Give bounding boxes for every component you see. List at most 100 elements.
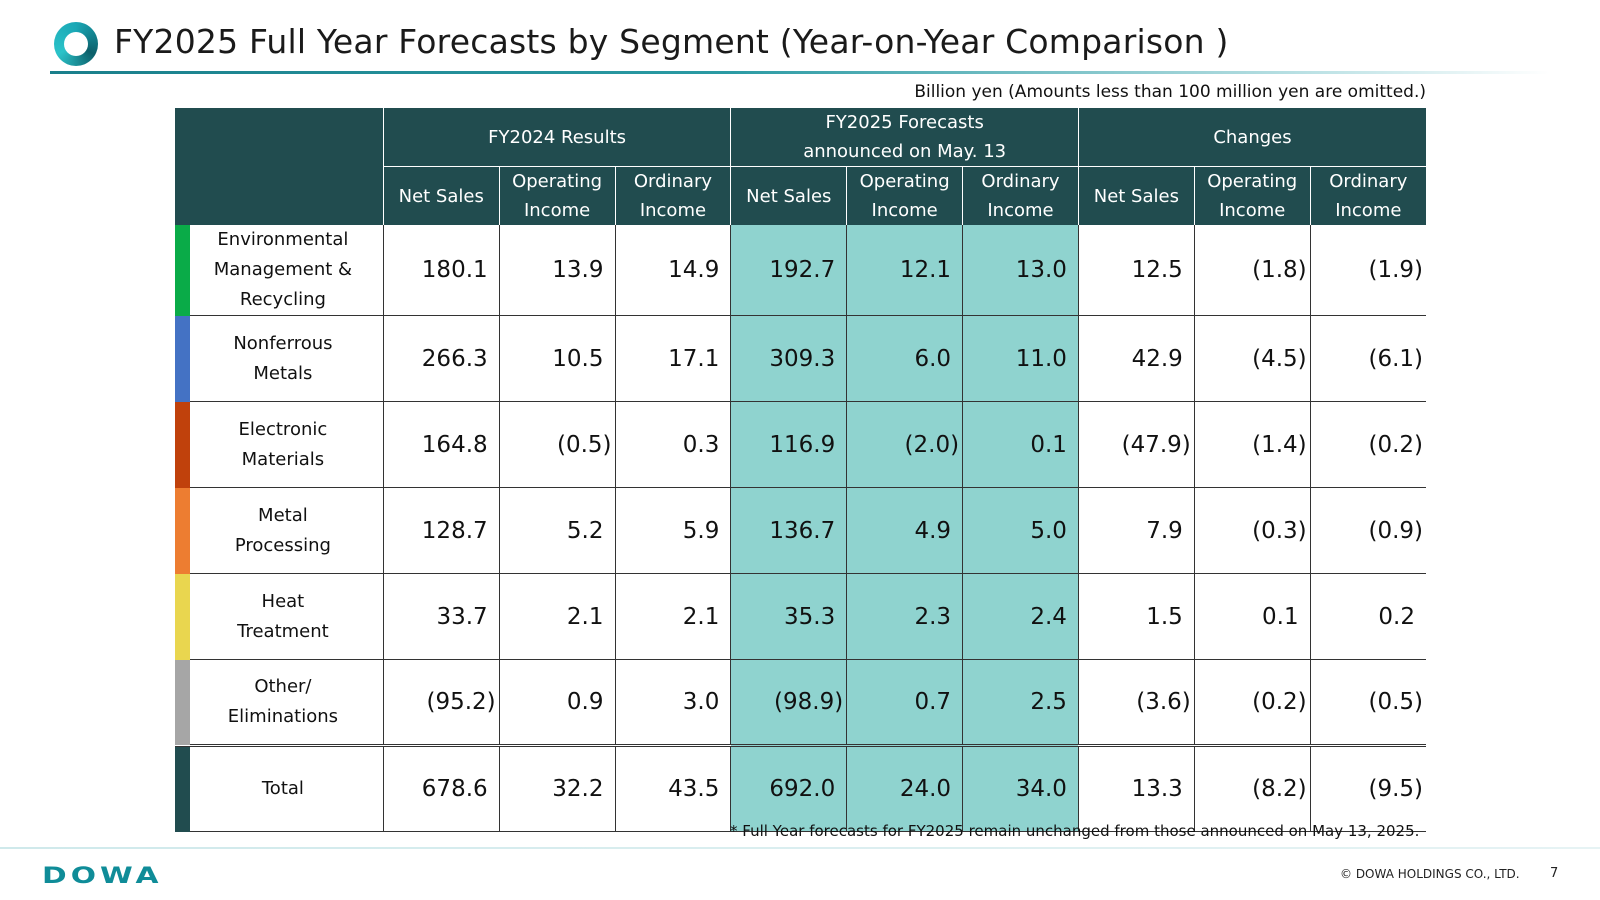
cell-fy2025-operating-income: 2.3: [846, 573, 963, 660]
segment-label: Electronic Materials: [175, 401, 384, 488]
segment-name: Electronic Materials: [238, 418, 328, 470]
cell-fy2024-ordinary-income: 2.1: [614, 573, 731, 660]
cell-fy2024-operating-income: 0.9: [498, 659, 615, 746]
cell-fy2025-operating-income: 24.0: [846, 744, 963, 832]
cell-fy2025-net-sales: 136.7: [730, 487, 847, 574]
cell-changes-net-sales: (3.6): [1077, 659, 1195, 746]
cell-fy2025-net-sales: (98.9): [730, 659, 847, 746]
cell-fy2025-net-sales: 192.7: [730, 225, 847, 316]
table-row: Electronic Materials 164.8 (0.5) 0.3 116.9 (2.…: [175, 401, 1426, 488]
column-header-fy2024-ordinary-income: Ordinary Income: [614, 166, 731, 225]
column-header-changes-ordinary-income: Ordinary Income: [1309, 166, 1426, 225]
cell-fy2024-net-sales: 266.3: [382, 315, 500, 402]
cell-fy2024-net-sales: 33.7: [382, 573, 500, 660]
cell-fy2024-ordinary-income: 17.1: [614, 315, 731, 402]
cell-changes-operating-income: 0.1: [1193, 573, 1311, 660]
cell-changes-ordinary-income: (9.5): [1309, 744, 1426, 832]
column-header-fy2024-operating-income: Operating Income: [498, 166, 615, 225]
table-body: Environmental Management & Recycling 180.1 1…: [175, 225, 1426, 832]
cell-fy2025-net-sales: 692.0: [730, 744, 847, 832]
column-header-fy2025-ordinary-income: Ordinary Income: [962, 166, 1079, 225]
segment-label: Environmental Management & Recycling: [175, 225, 384, 316]
cell-fy2024-operating-income: 32.2: [498, 744, 615, 832]
cell-changes-ordinary-income: (1.9): [1309, 225, 1426, 316]
dowa-logo: DOWA: [42, 864, 163, 889]
cell-fy2025-operating-income: 12.1: [846, 225, 963, 316]
cell-fy2025-ordinary-income: 11.0: [962, 315, 1079, 402]
segment-color-bar: [175, 574, 190, 660]
cell-fy2024-net-sales: 164.8: [382, 401, 500, 488]
cell-fy2024-net-sales: (95.2): [382, 659, 500, 746]
table-row: Heat Treatment 33.7 2.1 2.1 35.3 2.3 2.4 1.5 0.1 0…: [175, 573, 1426, 660]
cell-fy2024-operating-income: (0.5): [498, 401, 615, 488]
ring-logo-icon: [54, 22, 98, 66]
column-header-fy2025-net-sales: Net Sales: [730, 166, 847, 225]
cell-changes-net-sales: 7.9: [1077, 487, 1195, 574]
segment-name: Total: [261, 778, 304, 799]
title-bar: FY2025 Full Year Forecasts by Segment (Y…: [50, 16, 1550, 74]
cell-changes-ordinary-income: (0.5): [1309, 659, 1426, 746]
cell-fy2025-net-sales: 116.9: [730, 401, 847, 488]
cell-fy2024-ordinary-income: 14.9: [614, 225, 731, 316]
column-header-fy2025-operating-income: Operating Income: [846, 166, 963, 225]
segment-label: Total: [175, 744, 384, 832]
table-row: Other/Eliminations (95.2) 0.9 3.0 (98.9) 0.7 2…: [175, 659, 1426, 746]
title-underline: [50, 71, 1550, 74]
cell-changes-net-sales: 12.5: [1077, 225, 1195, 316]
cell-changes-operating-income: (1.8): [1193, 225, 1311, 316]
footer-divider: [0, 847, 1600, 849]
cell-changes-net-sales: 42.9: [1077, 315, 1195, 402]
segment-label: Nonferrous Metals: [175, 315, 384, 402]
segment-name: Environmental Management & Recycling: [213, 229, 353, 310]
cell-fy2025-net-sales: 35.3: [730, 573, 847, 660]
copyright: © DOWA HOLDINGS CO., LTD.: [1340, 867, 1520, 881]
page-number: 7: [1550, 866, 1559, 881]
cell-fy2025-ordinary-income: 5.0: [962, 487, 1079, 574]
cell-fy2025-ordinary-income: 2.4: [962, 573, 1079, 660]
cell-fy2024-operating-income: 2.1: [498, 573, 615, 660]
segment-color-bar: [175, 402, 190, 488]
cell-fy2024-operating-income: 5.2: [498, 487, 615, 574]
segment-name: Nonferrous Metals: [233, 332, 333, 384]
cell-fy2025-ordinary-income: 0.1: [962, 401, 1079, 488]
cell-changes-operating-income: (0.3): [1193, 487, 1311, 574]
cell-fy2024-net-sales: 128.7: [382, 487, 500, 574]
cell-fy2025-operating-income: 6.0: [846, 315, 963, 402]
cell-fy2024-ordinary-income: 5.9: [614, 487, 731, 574]
segment-label: Other/Eliminations: [175, 659, 384, 746]
segment-color-bar: [175, 660, 190, 745]
cell-changes-ordinary-income: (0.9): [1309, 487, 1426, 574]
group-header-fy2025: FY2025 Forecasts announced on May. 13: [730, 108, 1079, 167]
column-header-changes-operating-income: Operating Income: [1193, 166, 1311, 225]
segment-name: Other/Eliminations: [227, 676, 339, 727]
cell-changes-ordinary-income: (6.1): [1309, 315, 1426, 402]
page-title: FY2025 Full Year Forecasts by Segment (Y…: [114, 22, 1229, 61]
cell-changes-operating-income: (4.5): [1193, 315, 1311, 402]
cell-changes-ordinary-income: (0.2): [1309, 401, 1426, 488]
cell-fy2024-net-sales: 678.6: [382, 744, 500, 832]
segment-label: Metal Processing: [175, 487, 384, 574]
cell-changes-net-sales: 1.5: [1077, 573, 1195, 660]
table-row: Metal Processing 128.7 5.2 5.9 136.7 4.9 5.0 7.9…: [175, 487, 1426, 574]
segment-color-bar: [175, 316, 190, 402]
segment-name: Heat Treatment: [237, 590, 329, 642]
segment-forecast-table: FY2024 Results FY2025 Forecasts announced…: [175, 108, 1426, 832]
segment-color-bar: [175, 225, 190, 316]
group-header-changes: Changes: [1077, 108, 1426, 167]
cell-fy2024-net-sales: 180.1: [382, 225, 500, 316]
cell-fy2025-ordinary-income: 2.5: [962, 659, 1079, 746]
cell-fy2025-operating-income: (2.0): [846, 401, 963, 488]
total-row: Total 678.6 32.2 43.5 692.0 24.0 34.0 13.3 (8.2)…: [175, 744, 1426, 832]
segment-color-bar: [175, 747, 190, 832]
table-row: Nonferrous Metals 266.3 10.5 17.1 309.3 6.0 11.…: [175, 315, 1426, 402]
cell-fy2024-ordinary-income: 3.0: [614, 659, 731, 746]
corner-header: [175, 108, 384, 225]
cell-changes-operating-income: (1.4): [1193, 401, 1311, 488]
cell-changes-net-sales: 13.3: [1077, 744, 1195, 832]
cell-changes-operating-income: (8.2): [1193, 744, 1311, 832]
column-header-row: Net Sales Operating Income Ordinary Income Ne…: [175, 166, 1426, 225]
group-header-fy2024: FY2024 Results: [382, 108, 731, 167]
table-row: Environmental Management & Recycling 180.1 1…: [175, 225, 1426, 316]
cell-fy2025-net-sales: 309.3: [730, 315, 847, 402]
cell-fy2025-operating-income: 4.9: [846, 487, 963, 574]
